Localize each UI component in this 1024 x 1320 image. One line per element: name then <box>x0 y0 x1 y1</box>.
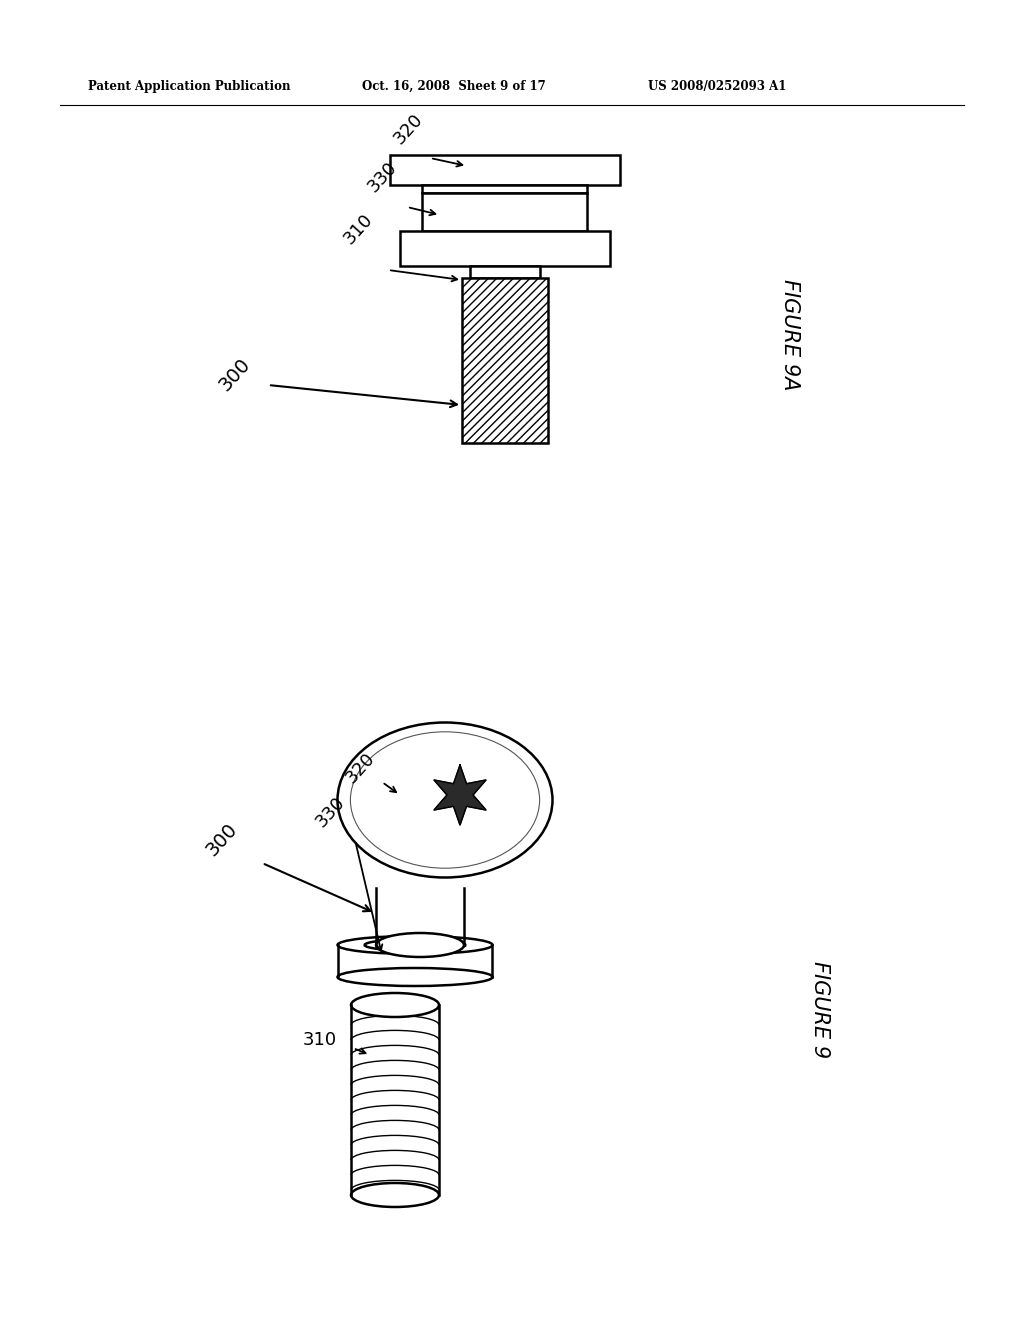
Ellipse shape <box>351 1183 439 1206</box>
Text: 320: 320 <box>342 750 378 787</box>
Text: 330: 330 <box>312 793 348 830</box>
Text: 310: 310 <box>303 1031 337 1049</box>
Text: 330: 330 <box>364 158 400 195</box>
Bar <box>400 231 610 267</box>
Ellipse shape <box>338 936 493 954</box>
Ellipse shape <box>338 968 493 986</box>
Bar <box>462 279 548 444</box>
Ellipse shape <box>350 731 540 869</box>
Ellipse shape <box>365 939 465 950</box>
Bar <box>422 185 587 193</box>
Bar <box>422 193 587 231</box>
Bar <box>390 154 620 185</box>
Text: FIGURE 9A: FIGURE 9A <box>780 280 800 391</box>
Text: US 2008/0252093 A1: US 2008/0252093 A1 <box>648 81 786 92</box>
Text: 300: 300 <box>216 355 254 395</box>
Text: 300: 300 <box>203 820 242 861</box>
Text: Patent Application Publication: Patent Application Publication <box>88 81 291 92</box>
Text: 320: 320 <box>390 111 426 148</box>
Text: 310: 310 <box>340 211 376 248</box>
Ellipse shape <box>376 933 464 957</box>
Ellipse shape <box>351 993 439 1016</box>
Polygon shape <box>434 766 486 825</box>
Ellipse shape <box>338 722 553 878</box>
Bar <box>470 267 540 279</box>
Text: FIGURE 9: FIGURE 9 <box>810 961 830 1059</box>
Text: Oct. 16, 2008  Sheet 9 of 17: Oct. 16, 2008 Sheet 9 of 17 <box>362 81 546 92</box>
